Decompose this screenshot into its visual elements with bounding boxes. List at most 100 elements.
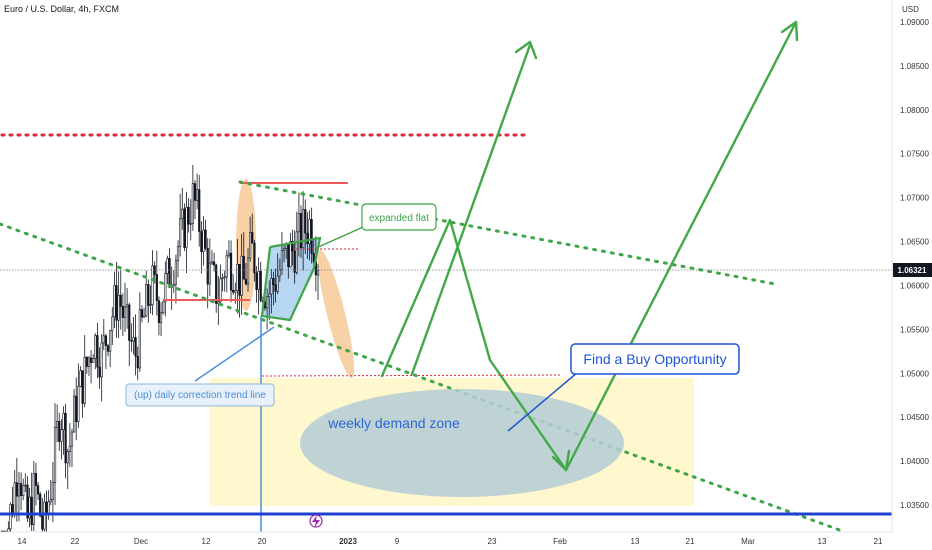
currency-label: USD [902,5,919,14]
price-candles [0,164,320,547]
candle-body [202,229,205,252]
lightning-icon[interactable] [309,514,323,528]
time-axis-ticks: 14 22 Dec 12 20 2023 9 23 Feb 13 21 Mar 13 21 [18,537,883,546]
candle-body [172,283,175,287]
candle-body [208,262,211,285]
candle-body [189,223,192,225]
candle-body [136,356,139,369]
price-tick-label: 1.06000 [900,281,929,290]
candle-body [45,501,48,514]
projection-arrows [380,20,799,472]
candle-body [287,243,290,268]
candle-body [215,264,218,304]
candle-body [77,386,80,423]
candle-body [181,208,184,220]
candle-body [39,493,42,517]
candle-body [308,219,311,245]
candle-body [282,248,286,251]
candle-body [249,232,252,259]
trend-line-callout: (up) daily correction trend line [125,383,275,407]
candle-body [155,274,158,301]
candle-body [299,213,303,249]
time-tick-label: 9 [395,537,400,546]
candle-body [253,242,256,274]
candle-body [34,473,38,486]
candle-body [217,301,220,304]
candle-body [17,483,21,497]
candle-body [157,300,161,323]
candle-body [28,496,31,519]
candle-body [138,309,141,369]
candle-body [229,252,233,291]
flat-channel-fill [262,238,320,320]
candle-body [236,264,239,291]
candle-body [100,342,103,378]
demand-zone-label: weekly demand zone [327,415,460,431]
price-axis-ticks: 1.09000 1.08500 1.08000 1.07500 1.07000 1.065… [900,18,929,510]
candle-body [242,255,245,280]
lower-trend-dotted [0,222,847,534]
candle-body [289,240,292,268]
candle-body [119,294,122,307]
candle-body [92,358,95,363]
candle-body [62,412,65,430]
candle-body [58,420,61,442]
candle-body [251,232,254,244]
time-tick-label: 14 [18,537,27,546]
symbol-title: Euro / U.S. Dollar, 4h, FXCM [4,4,119,14]
candle-body [257,270,260,290]
candle-body [316,270,320,276]
candle-body [94,335,97,359]
candle-body [278,269,281,277]
candle-body [295,231,298,273]
candle-body [221,277,224,280]
price-tick-label: 1.05500 [900,325,929,334]
candle-body [147,284,150,306]
candle-body [266,296,269,309]
candle-body [291,240,294,252]
candle-body [81,370,84,404]
candle-body [255,272,258,290]
candle-body [15,482,18,497]
candle-body [128,304,131,341]
candle-body [66,450,69,464]
candle-body [310,219,313,254]
candle-body [149,304,152,306]
candle-body [30,496,33,525]
candle-body [106,345,110,352]
candle-body [22,485,25,496]
candle-body [70,431,74,447]
current-price-value: 1.06321 [898,266,927,275]
time-axis[interactable] [0,532,892,550]
candle-body [176,246,180,262]
candle-body [121,306,124,318]
candle-body [104,335,108,346]
current-price-tag: 1.06321 [893,263,932,277]
candle-body [240,255,243,296]
weekly-demand-ellipse [300,389,624,497]
candle-body [204,229,207,249]
candle-body [304,209,307,234]
candle-body [32,473,35,525]
candle-body [179,218,182,247]
candle-body [210,261,214,264]
candle-body [191,183,194,224]
price-tick-label: 1.04000 [900,457,929,466]
time-tick-label: 12 [202,537,211,546]
expanded-flat-wave [260,236,322,322]
candle-body [68,445,71,452]
candle-body [276,275,279,292]
candle-body [280,249,284,270]
candle-body [162,301,165,314]
candle-body [49,499,52,503]
candle-body [132,337,135,342]
candle-body [187,206,190,225]
price-tick-label: 1.05000 [900,369,929,378]
candle-body [223,276,226,279]
price-tick-label: 1.03500 [900,501,929,510]
candle-body [259,270,262,301]
time-tick-label: Dec [134,537,148,546]
candle-body [134,337,137,357]
candle-body [79,370,82,387]
